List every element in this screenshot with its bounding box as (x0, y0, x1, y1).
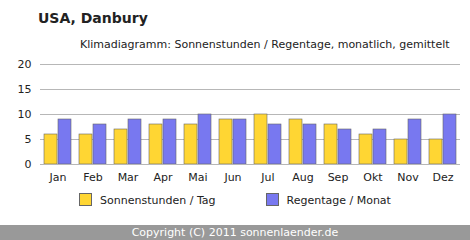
svg-text:Nov: Nov (397, 171, 419, 184)
svg-text:Aug: Aug (292, 171, 313, 184)
html-text:Sonnenstunden / Tag: Sonnenstunden / Tag (100, 194, 216, 207)
svg-text:Jul: Jul (260, 171, 274, 184)
svg-text:20: 20 (18, 58, 32, 71)
svg-text:Mar: Mar (118, 171, 139, 184)
svg-text:Sep: Sep (328, 171, 349, 184)
html-text:Copyright (C) 2011 sonnenlaend: Copyright (C) 2011 sonnenlaender.de (131, 226, 339, 239)
svg-text:Jun: Jun (223, 171, 241, 184)
svg-text:Feb: Feb (83, 171, 102, 184)
html-text:Klimadiagramm: Sonnenstunden /: Klimadiagramm: Sonnenstunden / Regentage… (80, 38, 450, 51)
svg-text:5: 5 (25, 133, 32, 146)
svg-text:15: 15 (18, 83, 32, 96)
html-text:USA, Danbury: USA, Danbury (38, 10, 148, 26)
svg-text:10: 10 (18, 108, 32, 121)
svg-text:Jan: Jan (49, 171, 67, 184)
svg-text:Apr: Apr (153, 171, 173, 184)
svg-text:Okt: Okt (363, 171, 383, 184)
svg-text:0: 0 (25, 158, 32, 171)
svg-text:Dez: Dez (432, 171, 453, 184)
html-text:Regentage / Monat: Regentage / Monat (286, 194, 391, 207)
svg-text:Mai: Mai (188, 171, 207, 184)
